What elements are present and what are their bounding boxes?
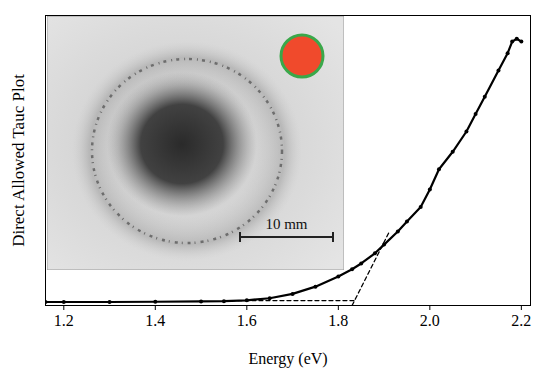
svg-text:1.8: 1.8	[328, 312, 348, 329]
svg-text:10 mm: 10 mm	[265, 216, 307, 232]
svg-text:1.2: 1.2	[54, 312, 74, 329]
svg-text:2.2: 2.2	[511, 312, 531, 329]
svg-text:1.6: 1.6	[237, 312, 257, 329]
svg-text:2.0: 2.0	[420, 312, 440, 329]
svg-text:1.4: 1.4	[145, 312, 165, 329]
svg-text:Energy (eV): Energy (eV)	[248, 350, 327, 368]
svg-text:Direct Allowed Tauc Plot: Direct Allowed Tauc Plot	[9, 74, 28, 247]
